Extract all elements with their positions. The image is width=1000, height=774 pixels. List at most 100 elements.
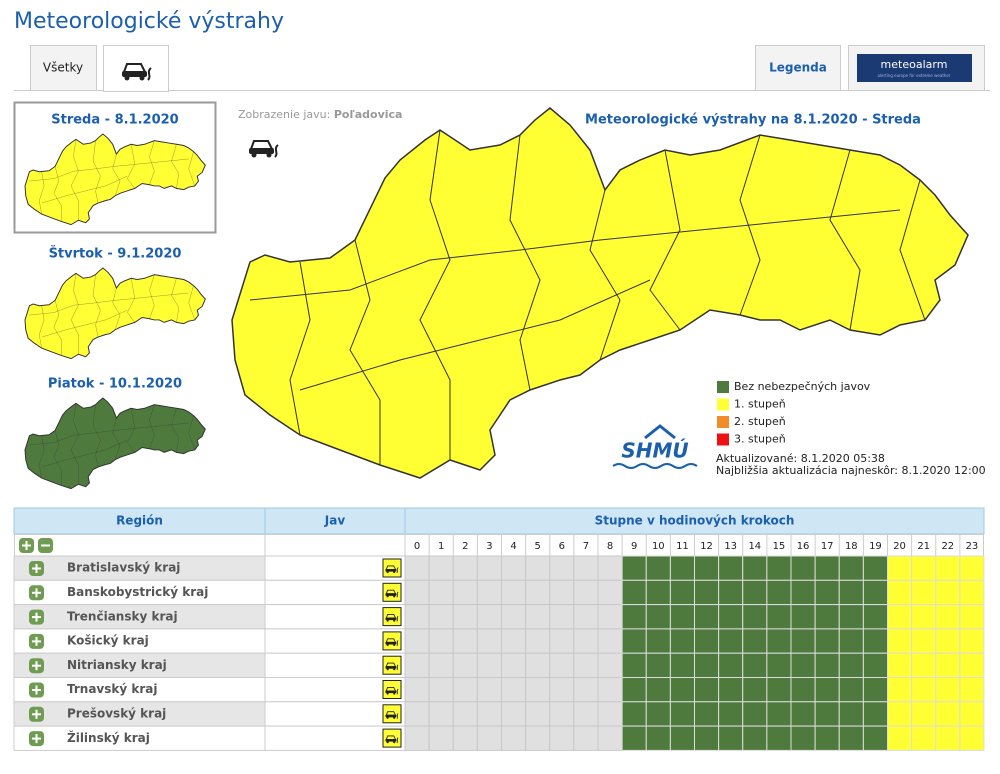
hour-cell xyxy=(790,555,816,581)
logo-text: SHMÚ xyxy=(621,439,688,463)
region-name: Prešovský kraj xyxy=(67,706,166,720)
hour-label: 9 xyxy=(631,541,637,552)
hour-cell xyxy=(790,579,816,606)
button-bar[interactable] xyxy=(25,541,28,550)
hour-cell xyxy=(549,677,575,703)
button-bar[interactable] xyxy=(35,734,38,744)
region-name: Trnavský kraj xyxy=(67,682,157,696)
button-bar[interactable] xyxy=(35,685,38,695)
hour-cell xyxy=(887,579,913,606)
hour-cell xyxy=(573,604,599,630)
hour-cell xyxy=(525,555,551,581)
button-bar[interactable] xyxy=(35,612,38,622)
hour-label: 13 xyxy=(724,541,737,552)
hour-cell xyxy=(814,677,840,703)
hour-cell xyxy=(525,725,551,751)
next-update: Najbližšia aktualizácia najneskôr: 8.1.2… xyxy=(716,464,986,477)
button-bar[interactable] xyxy=(35,709,38,719)
button-bar[interactable] xyxy=(35,636,38,646)
button-bar[interactable] xyxy=(35,661,38,671)
hour-cell xyxy=(452,677,478,703)
hour-cell xyxy=(452,725,478,751)
hour-cell xyxy=(694,555,720,581)
hour-cell xyxy=(573,652,599,679)
main-map xyxy=(231,107,969,479)
hour-cell xyxy=(645,628,671,654)
shmu-logo: SHMÚ xyxy=(612,424,698,469)
hour-cell xyxy=(694,701,720,727)
hour-cell xyxy=(573,677,599,703)
logo-mark xyxy=(644,424,676,440)
hour-cell xyxy=(790,725,816,751)
button-bar[interactable] xyxy=(35,564,38,573)
hour-cell xyxy=(476,555,502,581)
hour-cell xyxy=(742,579,768,606)
hour-cell xyxy=(790,652,816,679)
hour-cell xyxy=(718,701,744,727)
day-label[interactable]: Piatok - 10.1.2020 xyxy=(48,377,182,392)
day-list: Streda - 8.1.2020 Štvrtok - 9.1.2020 Piato… xyxy=(13,101,217,490)
tab-all-label[interactable]: Všetky xyxy=(43,61,83,75)
hour-cell xyxy=(573,701,599,727)
meteoalarm-logo[interactable] xyxy=(857,54,972,82)
hour-cell xyxy=(742,652,768,679)
hour-cell xyxy=(838,652,864,679)
tab-ice[interactable] xyxy=(103,45,169,92)
hours-row xyxy=(14,534,984,557)
legend-label: Bez nebezpečných javov xyxy=(734,380,871,393)
hour-cell xyxy=(959,725,985,751)
hour-cell xyxy=(935,579,961,606)
region-name: Bratislavský kraj xyxy=(67,561,180,575)
hour-cell xyxy=(573,579,599,606)
hour-cell xyxy=(935,677,961,703)
legend-swatch xyxy=(717,433,729,446)
hour-cell xyxy=(694,628,720,654)
region-cell xyxy=(13,725,266,751)
day-map-shape[interactable] xyxy=(24,397,206,490)
hour-cell xyxy=(790,677,816,703)
hour-cell xyxy=(838,579,864,606)
hour-cell xyxy=(959,604,985,630)
hour-cell xyxy=(501,555,527,581)
hour-cell xyxy=(404,555,430,581)
meteoalarm-tagline[interactable]: alerting europe for extreme weather xyxy=(877,73,950,78)
hour-cell xyxy=(501,652,527,679)
hour-cell xyxy=(887,604,913,630)
day-map-shape[interactable] xyxy=(24,267,206,360)
tab-legend[interactable] xyxy=(755,45,841,91)
hour-label: 14 xyxy=(748,541,761,552)
hour-cell xyxy=(766,604,792,630)
tab-legend-label[interactable]: Legenda xyxy=(769,61,827,75)
day-label[interactable]: Streda - 8.1.2020 xyxy=(51,113,178,128)
hour-cell xyxy=(428,579,454,606)
jav-cell xyxy=(264,628,406,654)
hour-cell xyxy=(525,652,551,679)
region-name: Žilinský kraj xyxy=(67,730,150,745)
hour-cell xyxy=(597,677,623,703)
hour-cell xyxy=(862,604,888,630)
jav-cell xyxy=(264,701,406,727)
meteoalarm-text[interactable]: meteoalarm xyxy=(881,58,948,71)
tab-all[interactable] xyxy=(30,45,97,91)
day-label[interactable]: Štvrtok - 9.1.2020 xyxy=(49,246,182,262)
button-bar[interactable] xyxy=(35,588,38,598)
hour-cell xyxy=(718,677,744,703)
region-cell xyxy=(13,604,266,630)
hour-cell xyxy=(645,579,671,606)
hour-cell xyxy=(501,628,527,654)
day-map[interactable] xyxy=(24,397,206,490)
button-bar[interactable] xyxy=(41,544,50,547)
hour-cell xyxy=(694,677,720,703)
day-map[interactable] xyxy=(24,267,206,360)
day-map[interactable] xyxy=(24,133,206,226)
hour-cell xyxy=(742,628,768,654)
day-map-shape[interactable] xyxy=(24,133,206,226)
hour-cell xyxy=(404,579,430,606)
hour-cell xyxy=(404,604,430,630)
hour-cell xyxy=(621,725,647,751)
hour-cell xyxy=(911,628,937,654)
hour-cell xyxy=(428,555,454,581)
phenomenon-icon xyxy=(248,140,279,159)
hour-cell xyxy=(428,604,454,630)
